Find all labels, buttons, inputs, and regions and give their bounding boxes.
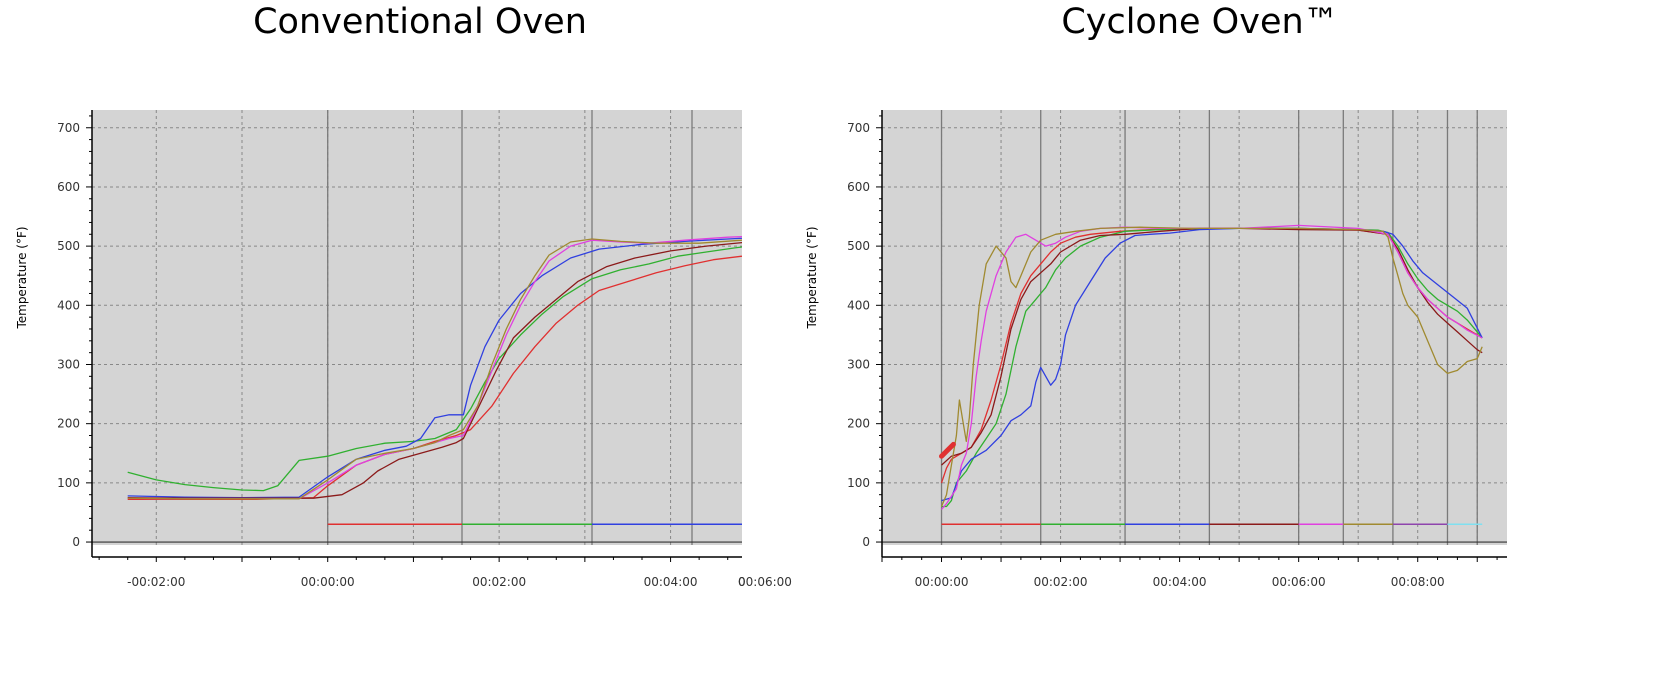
y-tick-label: 200 (57, 417, 80, 431)
y-tick-label: 300 (57, 357, 80, 371)
chart-0: 0 100 200 300 400 500 600 700 -00:02:00 00:00:00 0… (15, 110, 792, 589)
x-tick-label: 00:08:00 (1391, 575, 1445, 589)
x-tick-label: 00:02:00 (1034, 575, 1088, 589)
series-line-3 (941, 227, 1483, 466)
plot-background (882, 110, 1507, 545)
x-tick-label: 00:04:00 (1153, 575, 1207, 589)
y-tick-label: 100 (57, 476, 80, 490)
start-marker (939, 441, 956, 459)
series-line-5 (127, 238, 742, 500)
x-tick-label: 00:06:00 (738, 575, 792, 589)
chart-1: 0 100 200 300 400 500 600 700 00:00:00 00:02:00 00… (805, 110, 1507, 589)
y-tick-label: 500 (57, 239, 80, 253)
series-line-2 (127, 237, 742, 499)
y-tick-label: 300 (847, 357, 870, 371)
x-tick-label: 00:00:00 (915, 575, 969, 589)
x-tick-label: 00:00:00 (301, 575, 355, 589)
series-line-4 (127, 235, 742, 500)
y-tick-label: 600 (847, 180, 870, 194)
y-tick-label: 0 (862, 535, 870, 549)
y-tick-label: 700 (57, 121, 80, 135)
series-line-5 (940, 226, 1483, 507)
series-group (939, 224, 1483, 526)
series-line-3 (127, 241, 742, 499)
x-tick-label: 00:02:00 (472, 575, 526, 589)
y-tick-label: 500 (847, 239, 870, 253)
series-line-2 (941, 227, 1483, 502)
series-line-1 (127, 246, 742, 492)
x-tick-label: 00:04:00 (644, 575, 698, 589)
y-axis-label: Temperature (°F) (805, 226, 819, 329)
chart-title-cyclone: Cyclone Oven™ (1061, 2, 1339, 42)
y-tick-label: 200 (847, 417, 870, 431)
plot-background (92, 110, 742, 545)
y-tick-label: 400 (847, 298, 870, 312)
series-group (127, 235, 742, 526)
x-tick-label: 0 (738, 575, 746, 589)
x-tick-label: 00:06:00 (1272, 575, 1326, 589)
chart-title-conventional: Conventional Oven (253, 2, 587, 42)
y-axis-label: Temperature (°F) (15, 226, 29, 329)
y-tick-label: 100 (847, 476, 870, 490)
x-tick-label: -00:02:00 (127, 575, 185, 589)
y-tick-label: 600 (57, 180, 80, 194)
y-tick-label: 0 (72, 535, 80, 549)
y-tick-label: 400 (57, 298, 80, 312)
y-tick-label: 700 (847, 121, 870, 135)
